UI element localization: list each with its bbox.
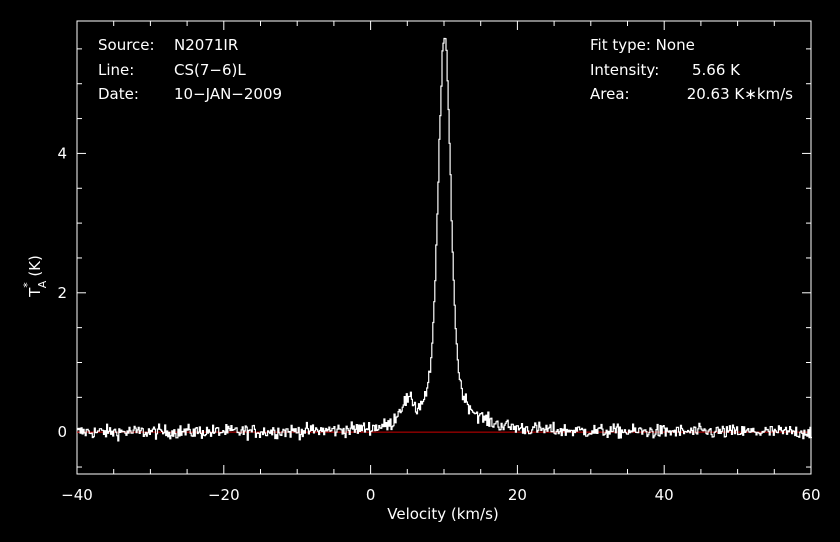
svg-text:T*A(K): T* A (K) [21,255,49,298]
x-tick-label: −20 [208,486,240,504]
intensity-label: Intensity: [590,61,659,79]
x-tick-label: 20 [508,486,527,504]
y-axis-label-sub: A [36,280,49,288]
date-value: 10−JAN−2009 [174,85,282,103]
intensity-value: 5.66 K [692,61,741,79]
tick-label-group: −40 −20 0 20 40 60 0 2 4 [57,144,820,504]
x-tick-label: 0 [366,486,376,504]
spectrum-line [77,37,812,442]
x-tick-label: 40 [655,486,674,504]
date-label: Date: [98,85,139,103]
y-tick-label: 4 [57,144,67,162]
source-label: Source: [98,36,155,54]
area-label: Area: [590,85,630,103]
y-tick-label: 2 [57,284,67,302]
line-label: Line: [98,61,134,79]
fit-type-label: Fit type: None [590,36,695,54]
x-tick-label: −40 [61,486,93,504]
source-value: N2071IR [174,36,238,54]
y-axis-label-main: T [26,287,44,298]
x-axis-label: Velocity (km/s) [387,505,498,523]
y-axis-label-sup: * [21,282,34,288]
line-value: CS(7−6)L [174,61,246,79]
area-value: 20.63 K∗km/s [687,85,793,103]
y-axis-label-unit: (K) [26,255,44,277]
y-tick-label: 0 [57,423,67,441]
y-axis-label: T* A (K) [21,255,49,298]
x-tick-label: 60 [801,486,820,504]
